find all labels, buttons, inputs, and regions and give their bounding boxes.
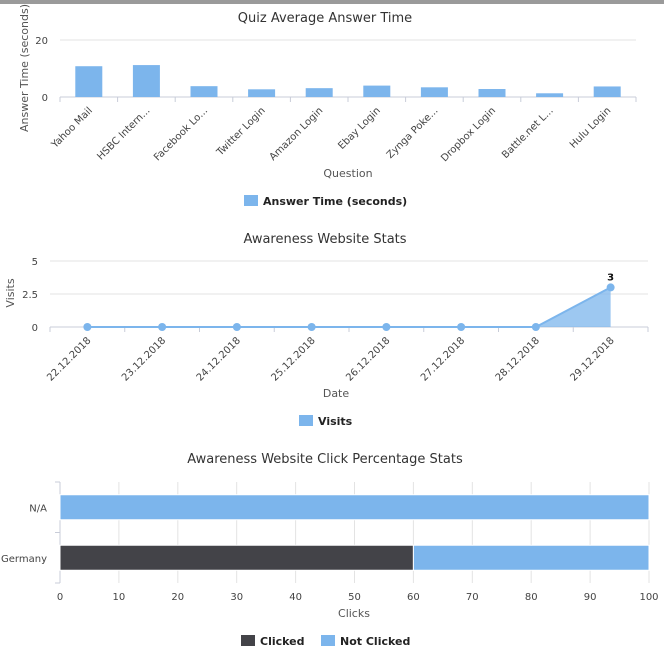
y-tick-label: 20 [35,36,48,47]
data-label: 3 [607,272,614,283]
y-tick-label: 0 [42,93,48,104]
y-tick-label: N/A [29,503,47,514]
x-tick-label: Twitter Login [214,105,268,159]
bar[interactable] [593,86,621,97]
bar-segment[interactable] [412,544,650,571]
x-tick-label: 10 [113,592,126,603]
legend-swatch [321,635,335,646]
legend-swatch [241,635,255,646]
x-tick-label: 30 [230,592,243,603]
legend-label: Clicked [260,635,305,648]
data-point[interactable] [307,323,316,331]
x-tick-label: 40 [289,592,302,603]
x-tick-label: 60 [407,592,420,603]
y-axis-title: Visits [4,278,17,307]
bar[interactable] [132,65,160,97]
x-tick-label: 100 [639,592,658,603]
top-border [0,0,664,4]
legend-swatch [244,195,258,206]
x-tick-label: 29.12.2018 [568,335,616,383]
website-stats-chart: Awareness Website Stats Visits Date 0 2.5… [4,232,649,428]
chart-title: Quiz Average Answer Time [238,11,412,26]
x-tick-label: 80 [525,592,538,603]
x-tick-label: HSBC Intern... [95,105,152,162]
x-tick-label: 0 [57,592,63,603]
click-percentage-chart: Awareness Website Click Percentage Stats… [1,452,659,648]
x-tick-label: 24.12.2018 [195,335,243,383]
y-tick-label: Germany [1,554,47,565]
x-tick-label: Ebay Login [336,105,383,152]
x-tick-label: Amazon Login [268,105,326,163]
data-point[interactable] [606,283,615,292]
legend-swatch [299,415,313,426]
area-fill [87,287,611,327]
x-tick-label: 25.12.2018 [269,335,317,383]
data-point[interactable] [531,323,540,331]
x-axis-title: Clicks [338,607,370,620]
y-tick-label: 0 [32,323,38,334]
bar[interactable] [190,86,218,97]
y-tick-label: 5 [32,257,38,268]
bar[interactable] [305,88,333,97]
bar[interactable] [478,89,506,97]
legend-label: Not Clicked [340,635,410,648]
x-tick-label: 23.12.2018 [120,335,168,383]
x-tick-label: Battle.net L... [500,105,556,161]
y-axis-title: Answer Time (seconds) [18,4,31,132]
y-tick-label: 2.5 [22,290,38,301]
data-point[interactable] [457,323,466,331]
x-tick-label: 20 [171,592,184,603]
bar-segment[interactable] [59,544,414,571]
x-tick-label: Facebook Lo... [152,105,210,163]
data-point[interactable] [382,323,391,331]
x-tick-label: 50 [348,592,361,603]
data-point[interactable] [158,323,167,331]
legend-item-clicked[interactable]: Clicked [241,635,305,648]
x-tick-label: 26.12.2018 [344,335,392,383]
data-point[interactable] [232,323,241,331]
x-tick-label: 70 [466,592,479,603]
x-tick-label: Yahoo Mail [49,105,95,151]
x-tick-label: Zynga Poke... [385,105,441,161]
x-tick-label: 90 [584,592,597,603]
bar-segment[interactable] [59,494,650,521]
x-tick-label: Dropbox Login [439,105,498,164]
x-tick-label: Hulu Login [568,105,613,150]
x-tick-label: 28.12.2018 [494,335,542,383]
legend-item-not-clicked[interactable]: Not Clicked [321,635,410,648]
chart-title: Awareness Website Click Percentage Stats [187,452,463,467]
bar[interactable] [363,85,391,97]
data-point[interactable] [83,323,92,331]
legend-label: Visits [318,415,353,428]
x-axis-title: Question [323,167,372,180]
x-tick-label: 27.12.2018 [419,335,467,383]
bar[interactable] [248,89,276,97]
chart-title: Awareness Website Stats [243,232,406,247]
series-line [87,286,612,328]
bar[interactable] [536,93,564,97]
x-axis-title: Date [323,387,350,400]
bar[interactable] [75,66,103,97]
legend-label: Answer Time (seconds) [263,195,407,208]
answer-time-chart: Quiz Average Answer Time Answer Time (se… [18,4,637,208]
legend-item-answer-time[interactable]: Answer Time (seconds) [244,195,407,208]
legend-item-visits[interactable]: Visits [299,415,353,428]
x-tick-label: 22.12.2018 [45,335,93,383]
bar[interactable] [420,87,448,97]
